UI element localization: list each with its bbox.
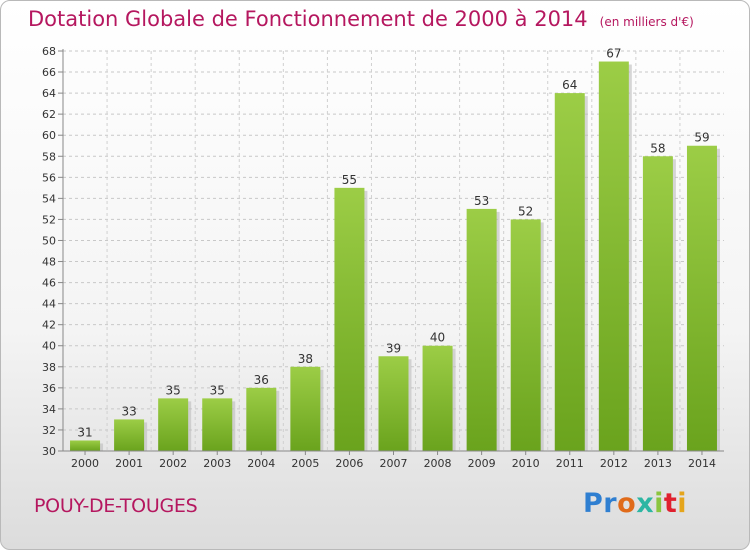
y-tick-label: 64 (42, 87, 56, 100)
y-tick-label: 68 (42, 45, 56, 58)
x-tick-label: 2003 (203, 457, 231, 470)
bar-2000 (70, 440, 101, 451)
logo-letter: i (654, 488, 664, 519)
x-tick-label: 2001 (115, 457, 143, 470)
y-tick-label: 62 (42, 108, 56, 121)
bar-2011 (554, 93, 585, 452)
bar-value-label: 64 (562, 78, 577, 92)
logo-letter: i (677, 488, 688, 519)
y-tick-label: 54 (42, 192, 56, 205)
x-tick-label: 2002 (159, 457, 187, 470)
commune-name: POUY-DE-TOUGES (34, 495, 198, 517)
bar-value-label: 55 (342, 173, 357, 187)
bar-2005 (290, 366, 321, 451)
bar-2014 (686, 145, 717, 451)
y-tick-label: 48 (42, 256, 56, 269)
y-tick-label: 40 (42, 340, 56, 353)
title-unit: (en milliers d'€) (599, 15, 694, 29)
title-text: Dotation Globale de Fonctionnement de 20… (28, 7, 588, 31)
x-tick-label: 2009 (468, 457, 496, 470)
y-tick-label: 66 (42, 66, 56, 79)
y-tick-label: 38 (42, 361, 56, 374)
bar-2009 (466, 208, 497, 451)
y-tick-label: 50 (42, 234, 56, 247)
bar-2002 (158, 398, 189, 451)
x-tick-label: 2006 (335, 457, 363, 470)
bar-2010 (510, 219, 541, 451)
bar-2004 (246, 387, 277, 451)
bar-value-label: 31 (77, 425, 92, 439)
x-tick-label: 2012 (600, 457, 628, 470)
x-tick-label: 2007 (380, 457, 408, 470)
bar-value-label: 33 (121, 404, 136, 418)
logo-letter: P (583, 488, 604, 519)
y-tick-label: 34 (42, 403, 56, 416)
logo-letter: t (663, 488, 678, 519)
bar-2012 (598, 61, 629, 452)
x-tick-label: 2011 (556, 457, 584, 470)
x-tick-label: 2013 (644, 457, 672, 470)
y-tick-label: 60 (42, 129, 56, 142)
y-tick-label: 36 (42, 382, 56, 395)
y-tick-label: 30 (42, 445, 56, 458)
bar-value-label: 40 (430, 331, 445, 345)
y-tick-label: 44 (42, 298, 56, 311)
x-tick-label: 2005 (291, 457, 319, 470)
y-tick-label: 42 (42, 319, 56, 332)
y-tick-label: 58 (42, 150, 56, 163)
logo-letter: x (636, 488, 655, 519)
x-tick-label: 2014 (688, 457, 716, 470)
bar-2003 (202, 398, 233, 451)
x-tick-label: 2004 (247, 457, 275, 470)
bar-value-label: 35 (166, 383, 181, 397)
bar-value-label: 36 (254, 373, 269, 387)
bar-value-label: 53 (474, 194, 489, 208)
chart-title: Dotation Globale de Fonctionnement de 20… (28, 7, 694, 31)
x-tick-label: 2010 (512, 457, 540, 470)
y-tick-label: 46 (42, 277, 56, 290)
x-tick-label: 2000 (71, 457, 99, 470)
bar-2013 (642, 156, 673, 451)
bar-value-label: 59 (694, 131, 709, 145)
bars: 31 33 35 35 36 38 55 39 40 53 52 64 67 58 59 (70, 47, 720, 452)
bar-2006 (334, 187, 365, 451)
bar-2001 (114, 419, 145, 451)
bar-2008 (422, 345, 453, 451)
axes: 30 32 34 36 38 40 42 44 46 48 50 52 54 56 58 60 62 64 66 68… (42, 45, 724, 470)
y-tick-label: 52 (42, 213, 56, 226)
bar-2007 (378, 356, 409, 451)
bar-value-label: 38 (298, 352, 313, 366)
bar-value-label: 35 (210, 383, 225, 397)
bar-value-label: 67 (606, 47, 621, 61)
proxiti-logo: Proxiti (583, 488, 687, 519)
bar-value-label: 52 (518, 204, 533, 218)
logo-letter: o (617, 488, 637, 519)
x-tick-label: 2008 (424, 457, 452, 470)
y-tick-label: 32 (42, 424, 56, 437)
logo-letter: r (603, 488, 618, 519)
y-tick-label: 56 (42, 171, 56, 184)
bar-value-label: 58 (650, 141, 665, 155)
bar-value-label: 39 (386, 341, 401, 355)
